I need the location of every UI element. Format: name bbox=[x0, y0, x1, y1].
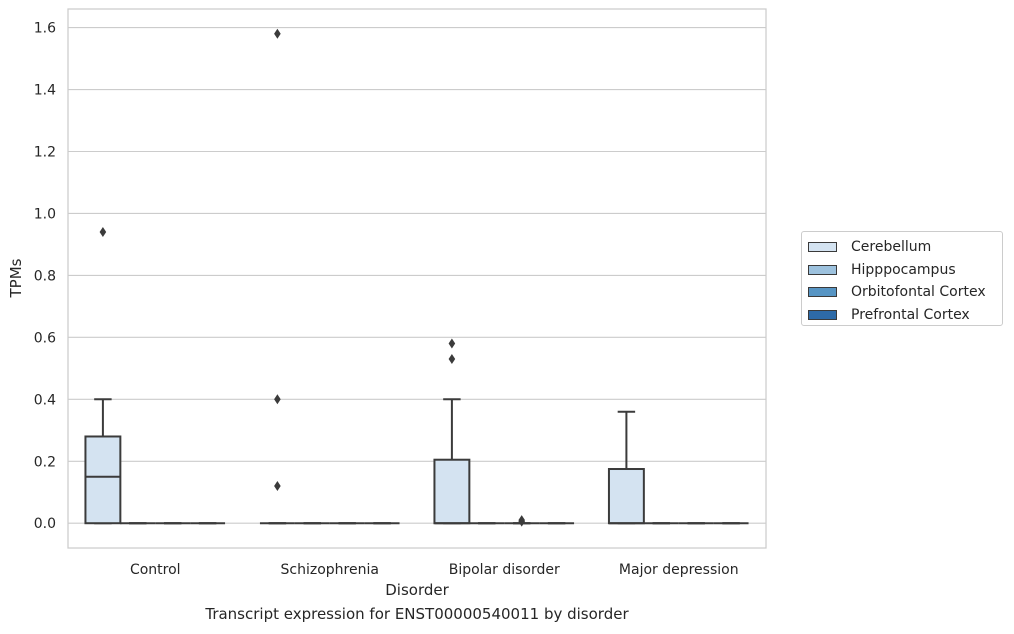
y-tick-label: 0.4 bbox=[34, 392, 56, 408]
outlier-point bbox=[448, 338, 456, 349]
legend-label: Cerebellum bbox=[851, 239, 932, 256]
outlier-point bbox=[99, 227, 107, 238]
legend-label: Orbitofontal Cortex bbox=[851, 284, 986, 301]
legend: Cerebellum Hipppocampus Orbitofontal Cor… bbox=[801, 231, 1003, 326]
outlier-point bbox=[448, 354, 456, 365]
y-tick-label: 1.0 bbox=[34, 206, 56, 222]
box-3-3 bbox=[504, 515, 540, 527]
y-tick-label: 0.6 bbox=[34, 330, 56, 346]
box-1-3 bbox=[433, 338, 471, 525]
outlier-point bbox=[518, 516, 525, 527]
legend-item-orbitofrontal-cortex: Orbitofontal Cortex bbox=[808, 281, 1002, 304]
y-axis-label: TPMs bbox=[7, 258, 25, 298]
box-body bbox=[433, 458, 471, 525]
x-axis-label: Disorder bbox=[385, 581, 449, 599]
y-tick-label: 1.6 bbox=[34, 21, 56, 37]
box-1-2 bbox=[259, 28, 295, 525]
box-body bbox=[84, 435, 122, 525]
legend-swatch bbox=[808, 242, 837, 253]
y-tick-labels: 0.0 0.2 0.4 0.6 0.8 1.0 1.2 1.4 1.6 bbox=[34, 21, 56, 533]
legend-swatch bbox=[808, 264, 837, 275]
box-1-1 bbox=[84, 227, 122, 525]
chart-caption: Transcript expression for ENST0000054001… bbox=[205, 605, 629, 623]
legend-swatch bbox=[808, 309, 837, 320]
grid-lines bbox=[68, 27, 766, 524]
outlier-point bbox=[274, 28, 281, 39]
box-groups bbox=[84, 28, 749, 527]
y-tick-label: 1.2 bbox=[34, 144, 56, 160]
plot-frame bbox=[67, 8, 767, 549]
legend-item-prefrontal-cortex: Prefrontal Cortex bbox=[808, 304, 1002, 327]
legend-item-hippocampus: Hipppocampus bbox=[808, 259, 1002, 282]
box-body bbox=[607, 468, 645, 525]
outlier-point bbox=[274, 394, 281, 405]
x-tick-labels: Control Schizophrenia Bipolar disorder Majo… bbox=[130, 562, 739, 578]
y-tick-label: 0.8 bbox=[34, 268, 56, 284]
x-tick-label: Major depression bbox=[619, 562, 739, 578]
y-tick-label: 0.0 bbox=[34, 516, 56, 532]
x-tick-label: Bipolar disorder bbox=[449, 562, 560, 578]
legend-swatch bbox=[808, 287, 837, 298]
legend-label: Hipppocampus bbox=[851, 261, 956, 278]
box-1-4 bbox=[607, 410, 645, 525]
outlier-point bbox=[274, 481, 281, 492]
y-tick-label: 0.2 bbox=[34, 454, 56, 470]
y-tick-label: 1.4 bbox=[34, 83, 56, 99]
legend-item-cerebellum: Cerebellum bbox=[808, 236, 1002, 259]
x-tick-label: Schizophrenia bbox=[281, 562, 379, 578]
legend-label: Prefrontal Cortex bbox=[851, 306, 970, 323]
x-tick-label: Control bbox=[130, 562, 181, 578]
